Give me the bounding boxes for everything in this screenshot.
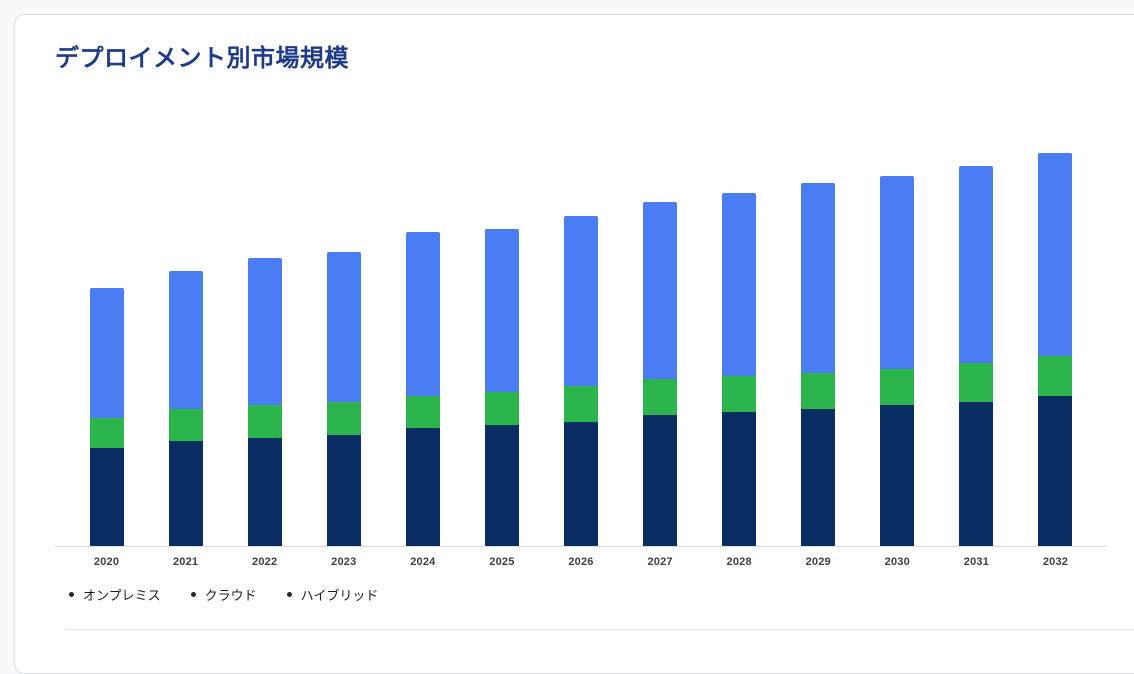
x-axis-label-2028: 2028 xyxy=(726,556,752,568)
bar-segment-hybrid-2026 xyxy=(564,385,598,422)
x-axis-labels: 2020 2021 2022 2023 2024 2025 2026 2027 2028 2029… xyxy=(55,556,1107,568)
bar-slot-2024 xyxy=(383,101,462,546)
x-axis-label-2025: 2025 xyxy=(489,556,515,568)
bar-segment-hybrid-2023 xyxy=(326,402,361,435)
bar-segment-onpremise-2032 xyxy=(1038,395,1073,546)
bottom-divider xyxy=(65,629,1134,630)
bar-segment-cloud-2020 xyxy=(89,287,124,419)
bar-slot-2023 xyxy=(304,101,383,546)
bar-segment-hybrid-2020 xyxy=(89,418,124,448)
bar-segment-cloud-2025 xyxy=(484,228,519,393)
bar-slot-2027 xyxy=(621,101,700,546)
bar-segment-onpremise-2020 xyxy=(89,447,124,546)
deployment-market-chart: 2020 2021 2022 2023 2024 2025 2026 2027 2028 2029… xyxy=(55,101,1107,604)
bar-segment-cloud-2029 xyxy=(801,182,836,373)
bar-slot-2021 xyxy=(146,101,225,546)
chart-title: デプロイメント別市場規模 xyxy=(55,45,349,72)
x-axis-label-2032: 2032 xyxy=(1042,556,1069,568)
legend-item-cloud: クラウド xyxy=(190,585,257,604)
stacked-bar-2024 xyxy=(405,231,440,546)
bar-slot-2020 xyxy=(67,101,146,546)
bar-segment-onpremise-2025 xyxy=(484,424,519,546)
bar-segment-hybrid-2028 xyxy=(722,375,757,412)
x-axis-label-2026: 2026 xyxy=(568,556,594,568)
bar-segment-onpremise-2030 xyxy=(880,405,915,546)
bar-segment-cloud-2021 xyxy=(168,271,203,409)
bar-slot-2026 xyxy=(541,101,620,546)
x-axis-label-2029: 2029 xyxy=(805,556,831,568)
bar-slot-2030 xyxy=(858,101,937,546)
stacked-bar-2022 xyxy=(247,258,282,546)
stacked-bar-2028 xyxy=(722,192,757,546)
stacked-bar-2021 xyxy=(168,271,203,546)
stacked-bar-2031 xyxy=(959,166,994,546)
chart-legend: オンプレミス クラウド ハイブリッド xyxy=(69,585,1107,604)
legend-label-onpremise: オンプレミス xyxy=(83,588,161,603)
x-axis-label-2021: 2021 xyxy=(172,556,199,568)
x-axis-label-2027: 2027 xyxy=(647,556,673,568)
bar-segment-hybrid-2027 xyxy=(643,379,678,416)
stacked-bar-2027 xyxy=(643,202,678,546)
bar-segment-cloud-2024 xyxy=(405,231,440,396)
bar-segment-hybrid-2031 xyxy=(959,362,994,403)
bar-segment-onpremise-2029 xyxy=(801,408,836,546)
bar-segment-hybrid-2030 xyxy=(880,369,915,406)
legend-item-hybrid: ハイブリッド xyxy=(286,585,379,604)
bar-segment-hybrid-2024 xyxy=(405,395,440,429)
bar-segment-hybrid-2032 xyxy=(1038,356,1073,396)
legend-label-hybrid: ハイブリッド xyxy=(300,588,379,603)
bar-segment-cloud-2032 xyxy=(1038,153,1073,357)
bar-segment-onpremise-2026 xyxy=(564,421,598,546)
bar-slot-2025 xyxy=(462,101,541,546)
bar-segment-cloud-2028 xyxy=(722,192,757,376)
chart-card: デプロイメント別市場規模 2020 2021 2022 2023 2024 2025 202… xyxy=(14,14,1134,674)
stacked-bar-2023 xyxy=(326,251,361,546)
x-axis-label-2031: 2031 xyxy=(963,556,990,568)
stacked-bar-2029 xyxy=(801,182,836,546)
bar-segment-onpremise-2028 xyxy=(722,411,757,546)
legend-dot-hybrid xyxy=(286,592,292,597)
x-axis-label-2024: 2024 xyxy=(410,556,436,568)
x-axis-label-2023: 2023 xyxy=(331,556,357,568)
bar-segment-cloud-2022 xyxy=(247,258,282,406)
stacked-bar-2025 xyxy=(484,228,519,546)
chart-plot-area xyxy=(55,101,1107,547)
legend-dot-cloud xyxy=(190,592,196,597)
x-axis-label-2030: 2030 xyxy=(884,556,910,568)
bar-slot-2031 xyxy=(937,101,1016,546)
bar-slot-2022 xyxy=(225,101,304,546)
bar-segment-onpremise-2031 xyxy=(959,402,994,546)
bar-slot-2029 xyxy=(779,101,858,546)
bar-segment-cloud-2027 xyxy=(643,202,678,380)
bar-segment-hybrid-2022 xyxy=(247,405,282,439)
bar-segment-onpremise-2027 xyxy=(643,415,678,546)
bar-segment-hybrid-2029 xyxy=(801,372,836,409)
x-axis-label-2020: 2020 xyxy=(93,556,120,568)
stacked-bar-2020 xyxy=(89,287,124,546)
bar-segment-hybrid-2025 xyxy=(484,392,519,425)
stacked-bar-2030 xyxy=(880,176,915,546)
bar-segment-onpremise-2022 xyxy=(247,438,282,546)
bar-segment-cloud-2023 xyxy=(326,251,361,403)
stacked-bar-2032 xyxy=(1038,153,1073,546)
bar-segment-cloud-2026 xyxy=(564,215,598,386)
bar-segment-cloud-2030 xyxy=(880,176,915,370)
legend-dot-onpremise xyxy=(69,592,74,597)
bar-segment-onpremise-2021 xyxy=(168,441,203,546)
bar-slot-2032 xyxy=(1016,101,1095,546)
bar-segment-hybrid-2021 xyxy=(168,408,203,442)
bar-segment-cloud-2031 xyxy=(959,166,994,363)
legend-item-onpremise: オンプレミス xyxy=(69,585,161,604)
bar-segment-onpremise-2024 xyxy=(405,428,440,546)
bar-slot-2028 xyxy=(700,101,779,546)
stacked-bar-2026 xyxy=(564,215,598,546)
legend-label-cloud: クラウド xyxy=(204,588,257,603)
bar-segment-onpremise-2023 xyxy=(326,434,361,546)
x-axis-label-2022: 2022 xyxy=(252,556,278,568)
